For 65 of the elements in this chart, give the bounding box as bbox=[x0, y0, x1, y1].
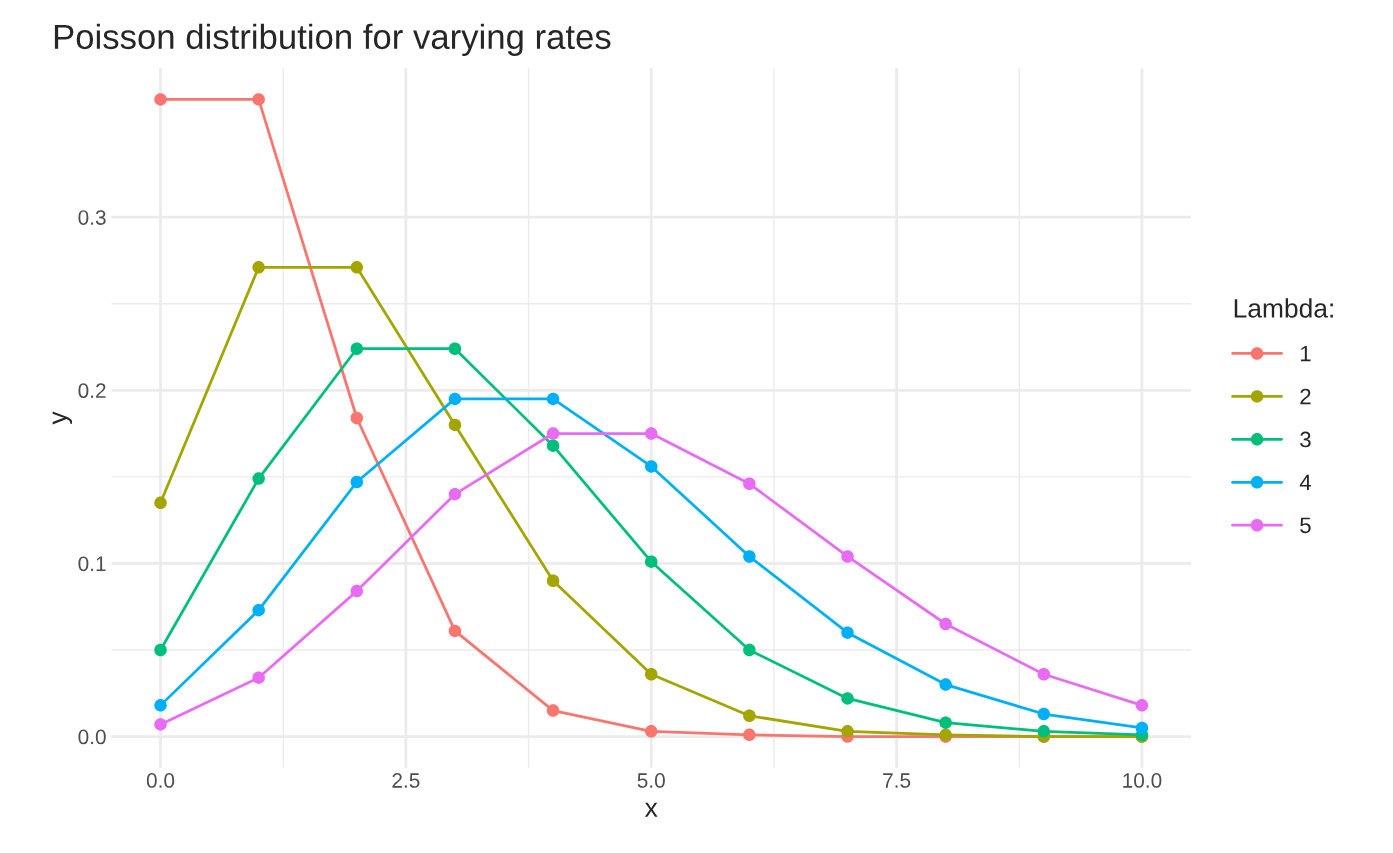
y-tick-label: 0.1 bbox=[78, 556, 106, 572]
point bbox=[743, 477, 756, 491]
x-tick-label: 5.0 bbox=[637, 773, 665, 788]
point bbox=[1135, 699, 1149, 712]
y-axis-title: y bbox=[52, 411, 73, 425]
point bbox=[252, 93, 265, 106]
legend-label: 2 bbox=[1300, 388, 1311, 405]
point bbox=[154, 93, 167, 106]
point bbox=[252, 472, 265, 485]
point bbox=[841, 626, 854, 639]
point bbox=[252, 671, 265, 684]
x-tick-label: 2.5 bbox=[392, 773, 420, 788]
point bbox=[154, 496, 167, 510]
point bbox=[644, 667, 658, 681]
legend-label: 3 bbox=[1300, 431, 1311, 448]
x-tick-label: 10.0 bbox=[1123, 773, 1162, 788]
point bbox=[350, 261, 364, 274]
legend-label: 1 bbox=[1300, 345, 1311, 362]
point bbox=[448, 418, 462, 432]
point bbox=[546, 392, 560, 406]
point bbox=[644, 555, 658, 568]
point bbox=[644, 725, 658, 738]
point bbox=[939, 678, 952, 691]
legend-label: 4 bbox=[1299, 474, 1311, 491]
point bbox=[448, 487, 462, 501]
point bbox=[841, 725, 854, 738]
point bbox=[350, 475, 364, 489]
point bbox=[350, 411, 364, 425]
point bbox=[644, 460, 658, 473]
point bbox=[743, 728, 756, 742]
point bbox=[350, 584, 364, 598]
point bbox=[939, 716, 952, 729]
point bbox=[1037, 725, 1051, 738]
legend-title: Lambda: bbox=[1234, 298, 1333, 318]
x-tick-label: 0.0 bbox=[146, 773, 175, 788]
point bbox=[448, 624, 462, 638]
x-axis-title: x bbox=[644, 802, 658, 817]
point bbox=[743, 643, 756, 657]
point bbox=[252, 261, 265, 274]
point bbox=[1037, 667, 1051, 681]
point bbox=[841, 550, 854, 563]
point bbox=[448, 392, 462, 406]
point bbox=[743, 550, 756, 563]
point bbox=[939, 617, 952, 631]
chart-title: Poisson distribution for varying rates bbox=[54, 23, 611, 56]
point bbox=[154, 718, 167, 731]
y-tick-label: 0.3 bbox=[78, 210, 106, 225]
point bbox=[350, 342, 364, 355]
y-tick-label: 0.2 bbox=[78, 383, 106, 399]
point bbox=[252, 603, 265, 617]
legend-label: 5 bbox=[1300, 517, 1311, 534]
point bbox=[743, 709, 756, 723]
point bbox=[644, 427, 658, 440]
point bbox=[546, 704, 560, 717]
point bbox=[154, 699, 167, 712]
point bbox=[154, 643, 167, 657]
point bbox=[546, 574, 560, 587]
point bbox=[1135, 721, 1149, 735]
point bbox=[1037, 707, 1051, 721]
x-tick-label: 7.5 bbox=[883, 773, 911, 788]
point bbox=[546, 439, 560, 452]
y-tick-label: 0.0 bbox=[78, 729, 106, 745]
point bbox=[841, 692, 854, 705]
point bbox=[546, 427, 560, 440]
point bbox=[448, 342, 462, 355]
